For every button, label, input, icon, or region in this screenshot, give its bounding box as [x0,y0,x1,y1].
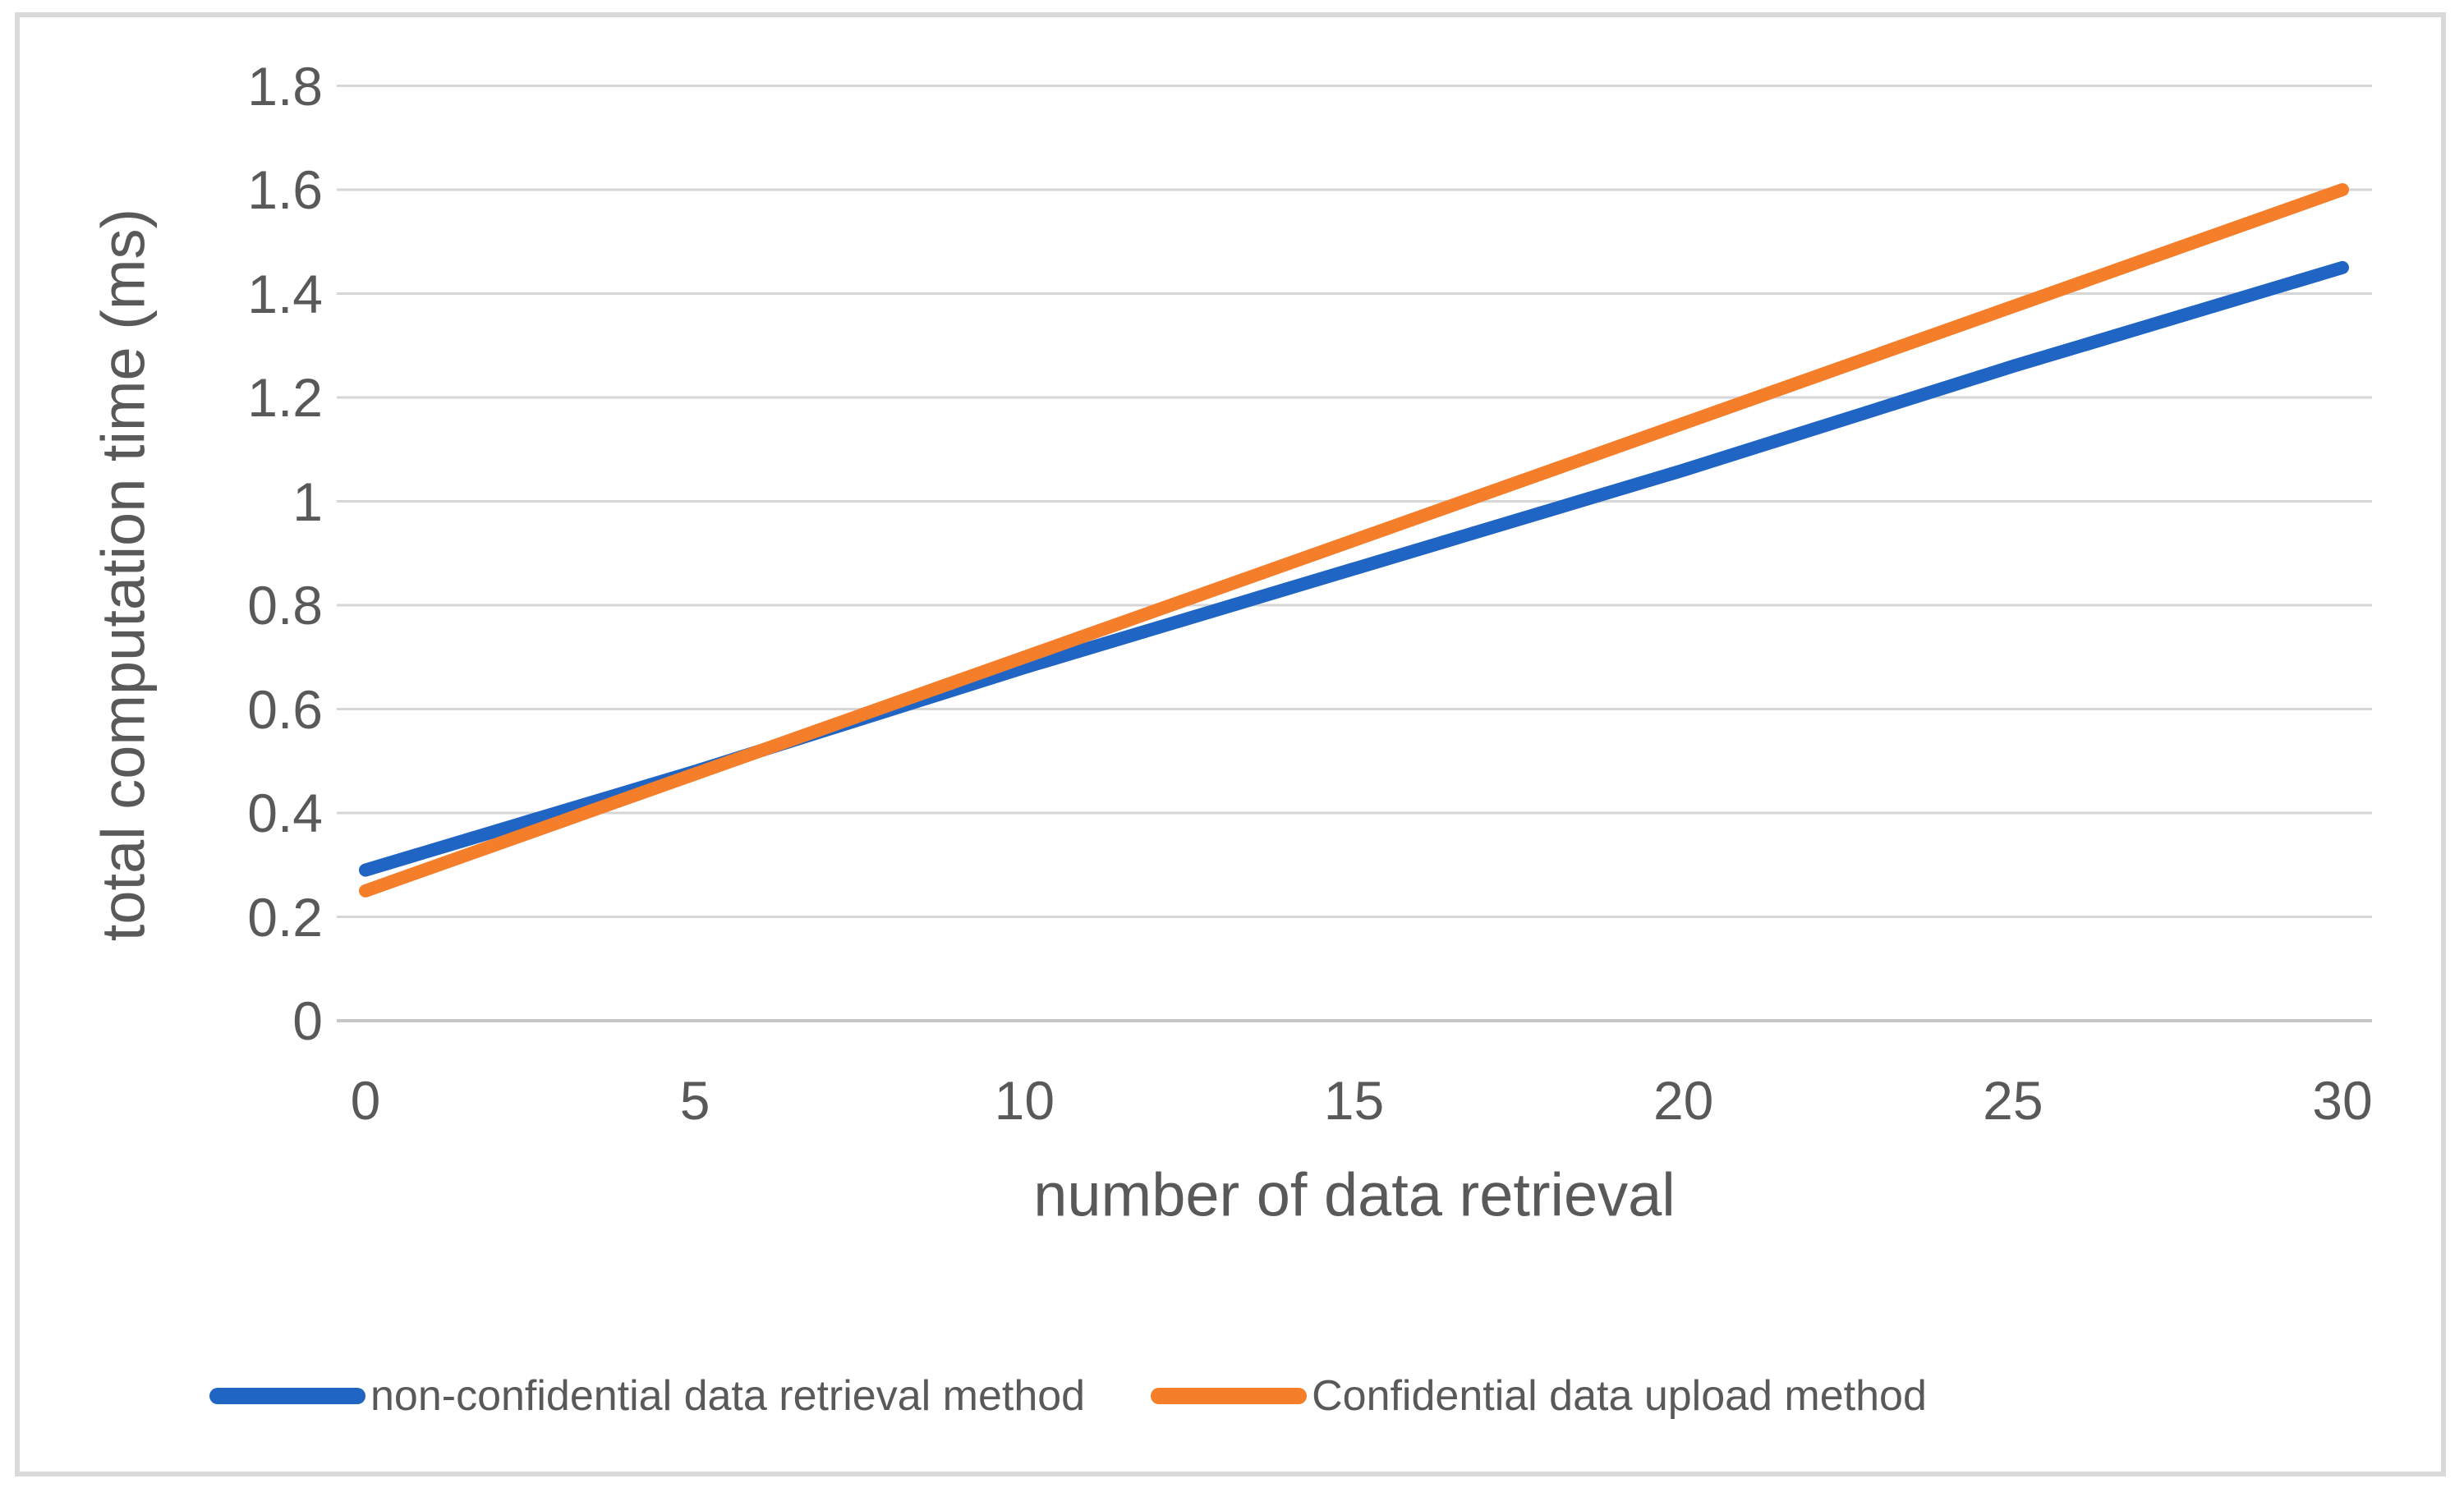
x-tick-label-5: 5 [679,1070,710,1131]
y-tick-label-1.4: 1.4 [247,263,323,324]
chart-legend: non-confidential data retrieval method C… [209,1363,1927,1429]
series-line-1 [359,183,2349,898]
y-tick-label-0: 0 [292,990,323,1051]
y-tick-label-0.4: 0.4 [247,783,323,843]
y-axis-title: total computation time (ms) [89,208,158,942]
x-tick-label-0: 0 [350,1070,381,1131]
x-tick-label-25: 25 [1983,1070,2043,1131]
x-tick-label-20: 20 [1653,1070,1714,1131]
legend-item-non-confidential: non-confidential data retrieval method [209,1371,1085,1421]
figure-frame [15,12,2446,1476]
y-tick-label-0.6: 0.6 [247,678,323,740]
legend-label: Confidential data upload method [1312,1372,1927,1420]
x-axis-title: number of data retrieval [1033,1160,1676,1229]
legend-item-confidential: Confidential data upload method [1151,1371,1927,1421]
y-tick-label-1.6: 1.6 [247,159,323,220]
x-tick-label-10: 10 [994,1070,1055,1131]
y-tick-label-0.8: 0.8 [247,575,323,636]
y-tick-label-1: 1 [292,471,323,532]
y-tick-label-0.2: 0.2 [247,886,323,948]
x-tick-label-15: 15 [1323,1070,1385,1131]
y-tick-label-1.2: 1.2 [247,367,323,428]
legend-line-swatch-blue [209,1388,365,1404]
x-tick-label-30: 30 [2312,1070,2373,1131]
legend-label: non-confidential data retrieval method [370,1372,1086,1420]
y-tick-label-1.8: 1.8 [247,55,323,117]
legend-line-swatch-orange [1151,1388,1308,1404]
